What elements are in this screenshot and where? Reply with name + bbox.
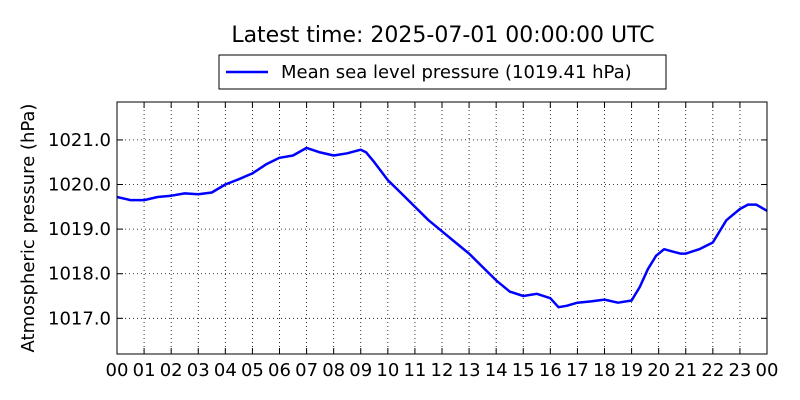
legend-box: [218, 54, 667, 90]
plot-area: [116, 146, 768, 309]
x-tick-label: 05: [241, 360, 264, 381]
x-tick-label: 02: [160, 360, 183, 381]
x-tick-label: 03: [187, 360, 210, 381]
x-tick-label: 23: [728, 360, 751, 381]
x-tick-label: 01: [133, 360, 156, 381]
x-tick-label: 14: [485, 360, 508, 381]
y-axis-label: Atmospheric pressure (hPa): [18, 104, 39, 353]
y-tick-label: 1018.0: [48, 264, 111, 285]
x-tick-label: 18: [593, 360, 616, 381]
x-tick-label: 16: [539, 360, 562, 381]
x-tick-label: 22: [701, 360, 724, 381]
x-tick-label: 11: [403, 360, 426, 381]
chart-title: Latest time: 2025-07-01 00:00:00 UTC: [231, 23, 654, 48]
x-tick-label: 09: [349, 360, 372, 381]
x-tick-label: 00: [106, 360, 129, 381]
x-tick-label: 00: [756, 360, 779, 381]
legend-label: Mean sea level pressure (1019.41 hPa): [281, 62, 632, 83]
x-tick-label: 08: [322, 360, 345, 381]
x-tick-label: 13: [458, 360, 481, 381]
x-tick-label: 10: [376, 360, 399, 381]
y-tick-labels: 1017.0 1018.0 1019.0 1020.0 1021.0: [48, 130, 111, 329]
x-tick-label: 20: [647, 360, 670, 381]
x-tick-label: 19: [620, 360, 643, 381]
x-tick-label: 06: [268, 360, 291, 381]
ticks: [116, 102, 768, 354]
y-tick-label: 1021.0: [48, 130, 111, 151]
series-line: [116, 146, 768, 309]
x-tick-label: 17: [566, 360, 589, 381]
x-tick-labels: 00 01 02 03 04 05 06 07 08 09 10 11 12 13 14 15 16 17 18 19…: [106, 360, 779, 381]
x-tick-label: 04: [214, 360, 237, 381]
x-tick-label: 12: [431, 360, 454, 381]
y-tick-label: 1020.0: [48, 175, 111, 196]
x-tick-label: 07: [295, 360, 318, 381]
x-tick-label: 21: [674, 360, 697, 381]
x-tick-label: 15: [512, 360, 535, 381]
legend: Mean sea level pressure (1019.41 hPa): [218, 54, 667, 90]
y-tick-label: 1017.0: [48, 308, 111, 329]
grid: [117, 102, 767, 354]
y-tick-label: 1019.0: [48, 219, 111, 240]
